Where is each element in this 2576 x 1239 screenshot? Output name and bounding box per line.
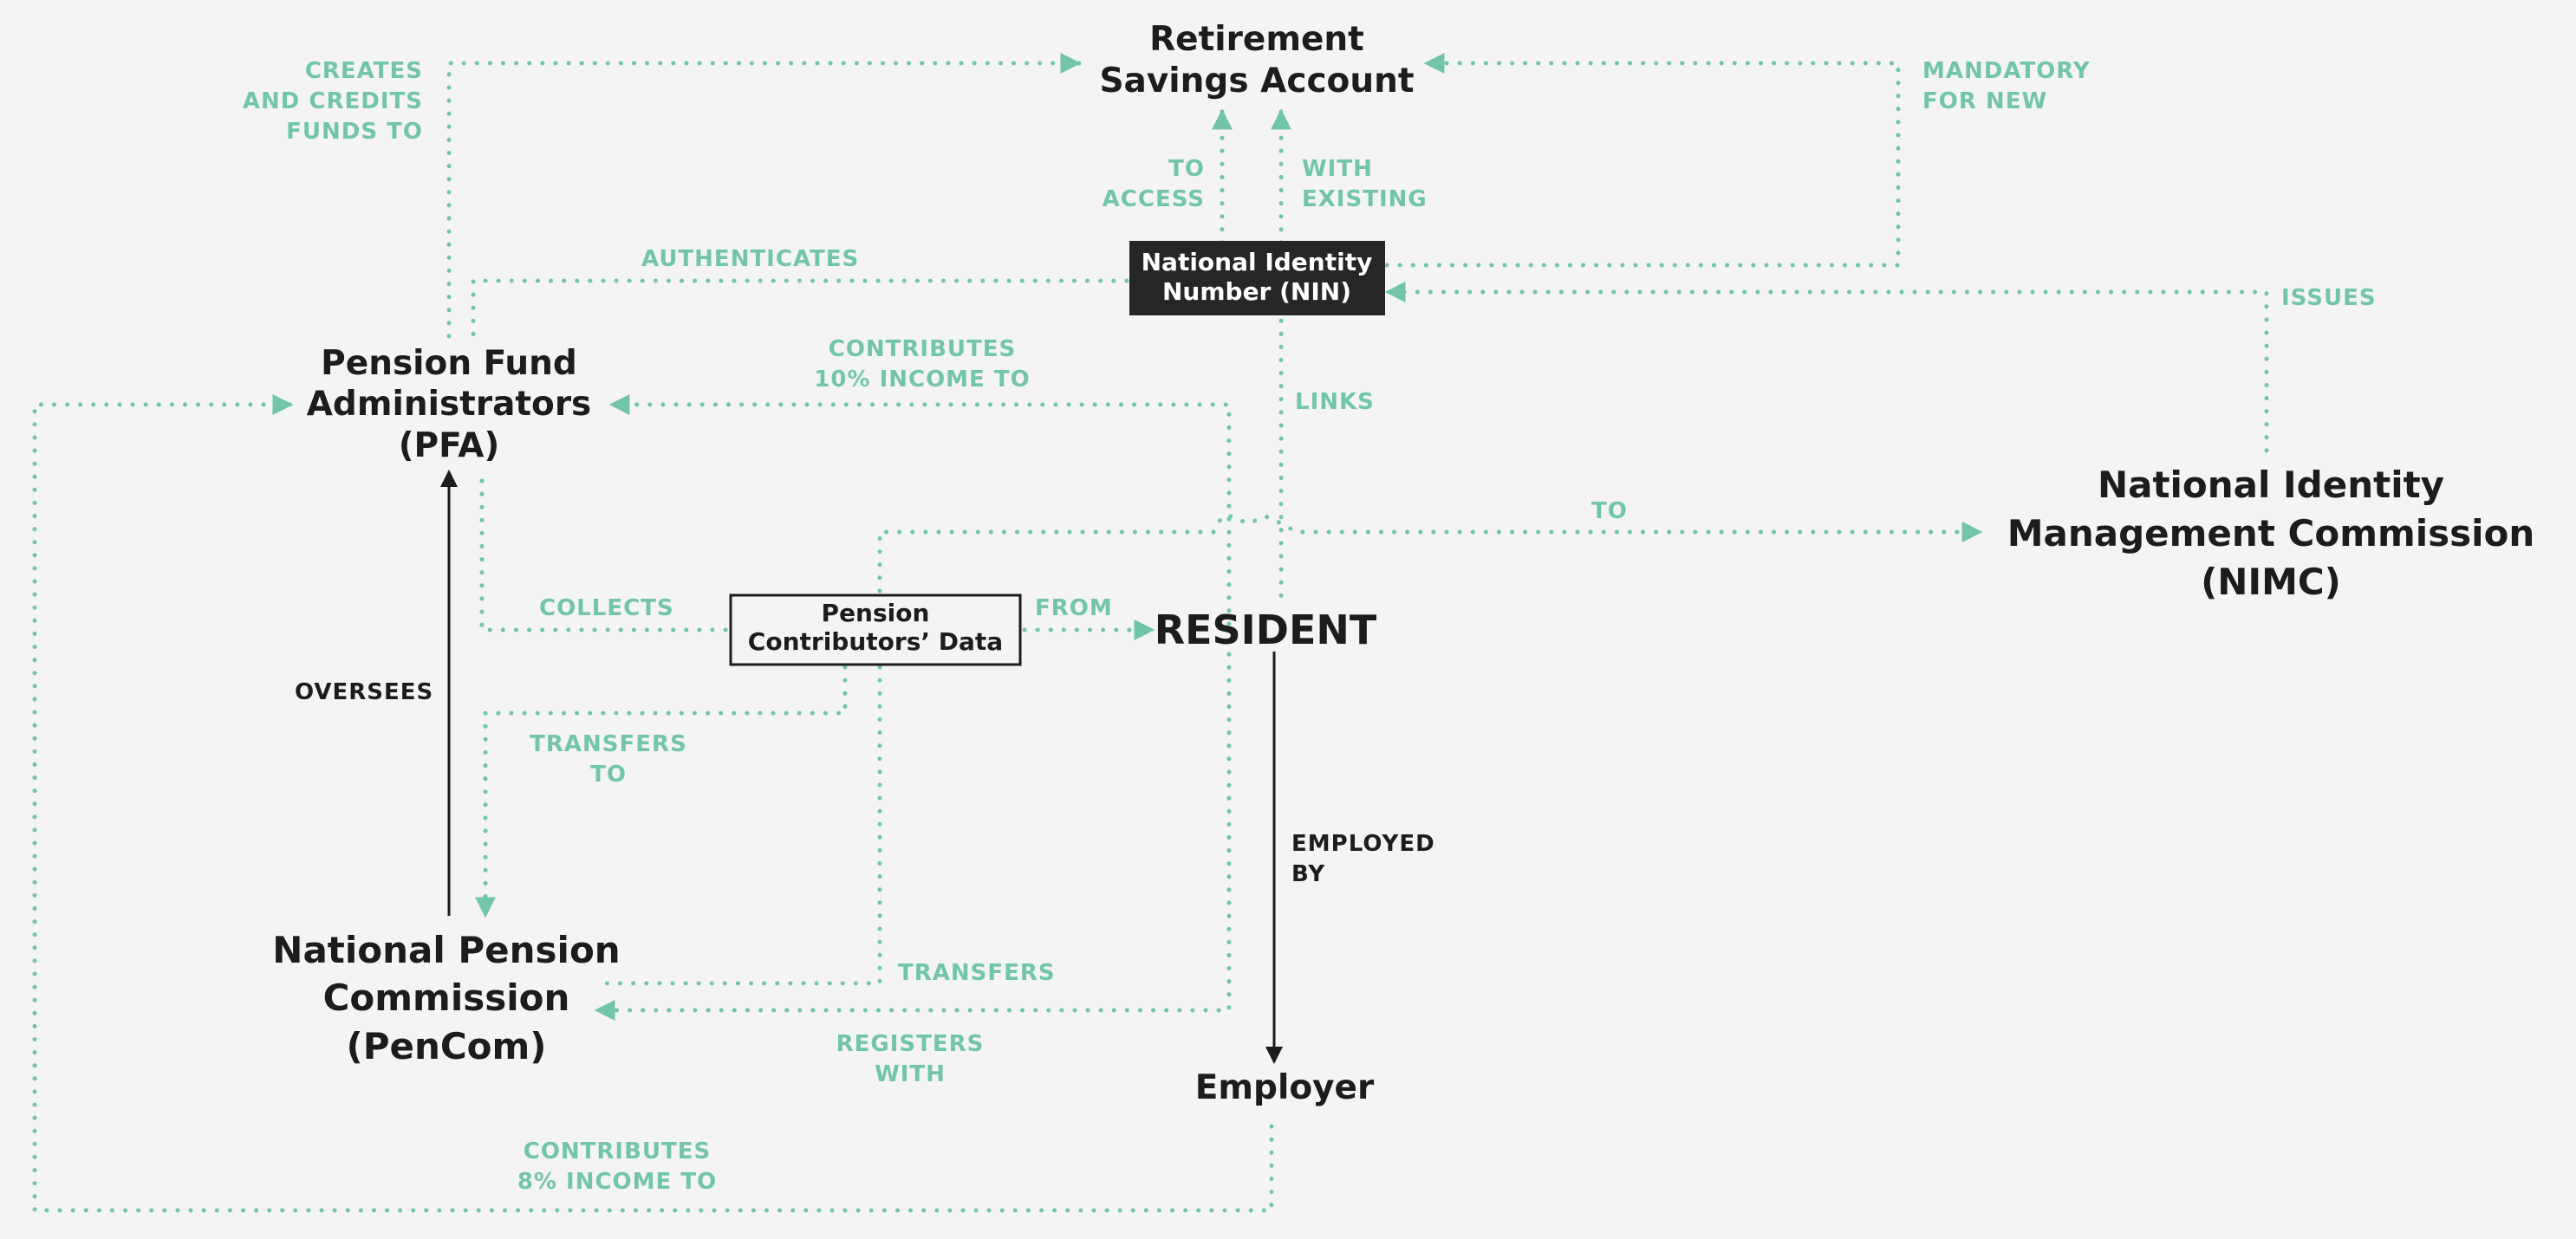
label-transfers-to: TRANSFERS TO (530, 731, 687, 788)
svg-text:National Identity: National Identity (1142, 248, 1373, 276)
svg-text:Contributors’ Data: Contributors’ Data (748, 627, 1003, 656)
svg-text:FROM: FROM (1035, 595, 1113, 621)
label-contributes-10-percent: CONTRIBUTES 10% INCOME TO (814, 336, 1030, 392)
svg-text:Retirement: Retirement (1149, 20, 1364, 59)
label-transfers: TRANSFERS (898, 960, 1056, 986)
svg-text:Management Commission: Management Commission (2007, 512, 2535, 555)
svg-text:TO: TO (1168, 156, 1205, 182)
label-registers-with: REGISTERS WITH (836, 1031, 985, 1087)
label-issues: ISSUES (2281, 285, 2377, 311)
svg-text:Employer: Employer (1195, 1068, 1375, 1107)
svg-text:TO: TO (1591, 498, 1628, 524)
svg-text:Pension Fund: Pension Fund (321, 344, 577, 383)
svg-text:CONTRIBUTES: CONTRIBUTES (829, 336, 1017, 362)
svg-text:REGISTERS: REGISTERS (836, 1031, 985, 1057)
label-authenticates: AUTHENTICATES (641, 246, 859, 272)
svg-text:Commission: Commission (323, 976, 570, 1019)
edge-pcd-transfers-to-pencom (475, 665, 848, 918)
svg-text:TRANSFERS: TRANSFERS (898, 960, 1056, 986)
label-links: LINKS (1295, 389, 1375, 415)
svg-text:Number (NIN): Number (NIN) (1162, 277, 1351, 306)
svg-text:CREATES: CREATES (305, 58, 423, 84)
node-employer: Employer (1195, 1068, 1375, 1107)
node-retirement-savings-account: Retirement Savings Account (1099, 20, 1414, 101)
edge-resident-registers-pencom (594, 639, 1232, 1021)
node-pension-contributors-data: Pension Contributors’ Data (729, 594, 1022, 666)
label-with-existing: WITH EXISTING (1302, 156, 1428, 212)
svg-text:AUTHENTICATES: AUTHENTICATES (641, 246, 859, 272)
svg-text:8% INCOME TO: 8% INCOME TO (517, 1169, 717, 1195)
edge-nin-authenticates-pfa (471, 278, 1129, 342)
svg-text:(PFA): (PFA) (399, 426, 500, 465)
svg-text:Savings Account: Savings Account (1099, 62, 1414, 101)
edge-resident-contributes-pfa (608, 394, 1232, 626)
svg-text:FOR NEW: FOR NEW (1922, 88, 2047, 114)
svg-text:WITH: WITH (875, 1061, 946, 1087)
svg-text:TRANSFERS: TRANSFERS (530, 731, 687, 757)
svg-text:BY: BY (1291, 861, 1325, 887)
edge-resident-to-nimc (877, 514, 1983, 594)
node-resident: RESIDENT (1155, 607, 1377, 653)
label-from: FROM (1035, 595, 1113, 621)
label-to-access: TO ACCESS (1103, 156, 1205, 212)
label-contributes-8-percent: CONTRIBUTES 8% INCOME TO (517, 1138, 717, 1195)
label-employed-by: EMPLOYED BY (1291, 831, 1435, 887)
svg-text:COLLECTS: COLLECTS (539, 595, 674, 621)
svg-text:RESIDENT: RESIDENT (1155, 607, 1377, 653)
svg-text:MANDATORY: MANDATORY (1922, 58, 2091, 84)
svg-text:10% INCOME TO: 10% INCOME TO (814, 367, 1030, 392)
label-oversees: OVERSEES (295, 679, 433, 705)
label-to-nimc: TO (1591, 498, 1628, 524)
edge-pcd-transfers-pencom (604, 665, 882, 986)
edge-nimc-issues-nin (1384, 282, 2269, 453)
label-collects: COLLECTS (539, 595, 674, 621)
label-mandatory-for-new: MANDATORY FOR NEW (1922, 58, 2091, 114)
svg-text:FUNDS TO: FUNDS TO (286, 119, 423, 145)
svg-text:ISSUES: ISSUES (2281, 285, 2377, 311)
node-national-identity-number: National Identity Number (NIN) (1129, 241, 1385, 315)
svg-text:LINKS: LINKS (1295, 389, 1375, 415)
svg-text:National Pension: National Pension (272, 929, 620, 971)
svg-text:EXISTING: EXISTING (1302, 186, 1428, 212)
svg-text:WITH: WITH (1302, 156, 1373, 182)
svg-text:(NIMC): (NIMC) (2201, 561, 2341, 603)
svg-text:Administrators: Administrators (307, 385, 592, 424)
label-creates-and-credits: CREATES AND CREDITS FUNDS TO (243, 58, 423, 145)
edge-pfa-creates-rsa (446, 53, 1082, 339)
edge-nin-mandatory-rsa (1384, 53, 1901, 268)
edge-employer-contributes-pfa (32, 394, 1274, 1213)
edge-pfa-collects-pcd (479, 478, 729, 632)
svg-text:TO: TO (590, 762, 627, 788)
svg-text:(PenCom): (PenCom) (347, 1025, 547, 1067)
node-national-pension-commission: National Pension Commission (PenCom) (272, 929, 620, 1067)
node-pension-fund-administrators: Pension Fund Administrators (PFA) (307, 344, 592, 465)
svg-text:AND CREDITS: AND CREDITS (243, 88, 423, 114)
svg-text:EMPLOYED: EMPLOYED (1291, 831, 1435, 857)
svg-text:CONTRIBUTES: CONTRIBUTES (524, 1138, 712, 1164)
svg-text:OVERSEES: OVERSEES (295, 679, 433, 705)
svg-text:Pension: Pension (822, 599, 930, 627)
svg-text:ACCESS: ACCESS (1103, 186, 1205, 212)
svg-text:National Identity: National Identity (2098, 464, 2444, 506)
node-nimc: National Identity Management Commission … (2007, 464, 2535, 603)
